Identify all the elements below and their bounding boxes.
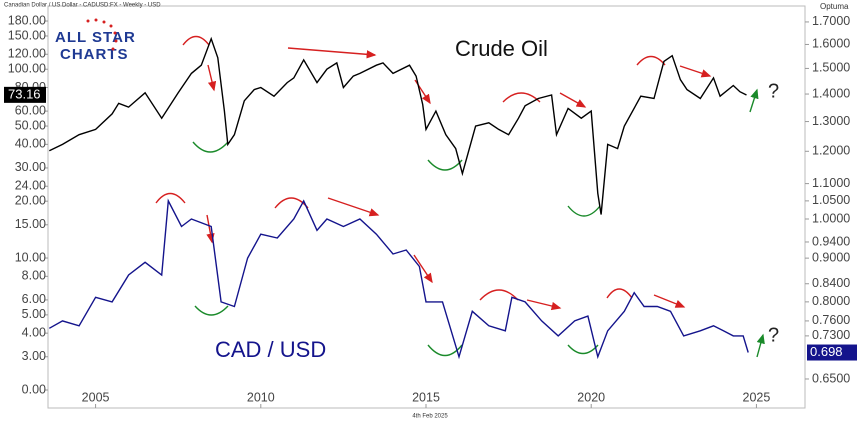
last-value-label: 73.16 [8,86,41,101]
y2-tick-label: 1.2000 [812,144,850,158]
brand: Optuma [820,2,849,11]
y2-tick-label: 1.7000 [812,14,850,28]
y2-tick-label: 1.3000 [812,114,850,128]
annotation: ? [768,80,779,102]
series-line [48,36,747,215]
y2-tick-label: 1.0500 [812,193,850,207]
y-tick-label: 24.00 [15,179,46,193]
last-value-box [807,344,857,361]
series-label: Crude Oil [455,36,548,61]
series-label: CAD / USD [215,337,326,362]
y2-tick-label: 1.5000 [812,61,850,75]
y2-tick-label: 1.4000 [812,86,850,100]
y-tick-label: 150.00 [8,28,46,42]
x-tick-label: 2025 [743,390,771,404]
y-tick-label: 0.00 [22,382,46,396]
x-tick-label: 2010 [247,390,275,404]
y-tick-label: 40.00 [15,137,46,151]
logo-text: ALL STAR [55,29,136,46]
x-tick-label: 2020 [577,390,605,404]
y-tick-label: 5.00 [22,307,46,321]
y-tick-label: 60.00 [15,103,46,117]
annotation: ? [768,324,779,346]
y-tick-label: 20.00 [15,193,46,207]
plot-frame [47,5,806,409]
logo: ALL STAR CHARTS [55,18,136,63]
y2-tick-label: 0.9400 [812,234,850,248]
y-tick-label: 4.00 [22,325,46,339]
y-tick-label: 50.00 [15,118,46,132]
y-tick-label: 100.00 [8,62,46,76]
y-tick-label: 8.00 [22,269,46,283]
logo-stars [86,18,118,51]
y2-tick-label: 0.6500 [812,371,850,385]
y2-tick-label: 1.1000 [812,176,850,190]
y-tick-label: 15.00 [15,217,46,231]
series-line [48,198,749,360]
chart-title: Canadian Dollar / US Dollar - CADUSD:FX … [4,3,161,9]
y-tick-label: 6.00 [22,292,46,306]
y2-tick-label: 0.7300 [812,328,850,342]
y2-tick-label: 0.9000 [812,250,850,264]
x-tick-label: 2005 [82,390,110,404]
last-value-box [4,86,46,103]
footer: 4th Feb 2025 [412,414,448,420]
y2-tick-label: 1.6000 [812,37,850,51]
y2-tick-label: 0.8000 [812,294,850,308]
y-tick-label: 3.00 [22,349,46,363]
annotations: ? ? Crude Oil CAD / USD [155,35,779,362]
y-tick-label: 10.00 [15,250,46,264]
last-value-label: 0.698 [810,344,843,359]
y2-tick-label: 1.0000 [812,211,850,225]
y2-tick-label: 0.8400 [812,276,850,290]
y-tick-label: 120.00 [8,47,46,61]
y-tick-label: 30.00 [15,160,46,174]
y-tick-label: 180.00 [8,13,46,27]
x-tick-label: 2015 [412,390,440,404]
logo-text: CHARTS [60,46,129,63]
y2-tick-label: 0.7600 [812,313,850,327]
